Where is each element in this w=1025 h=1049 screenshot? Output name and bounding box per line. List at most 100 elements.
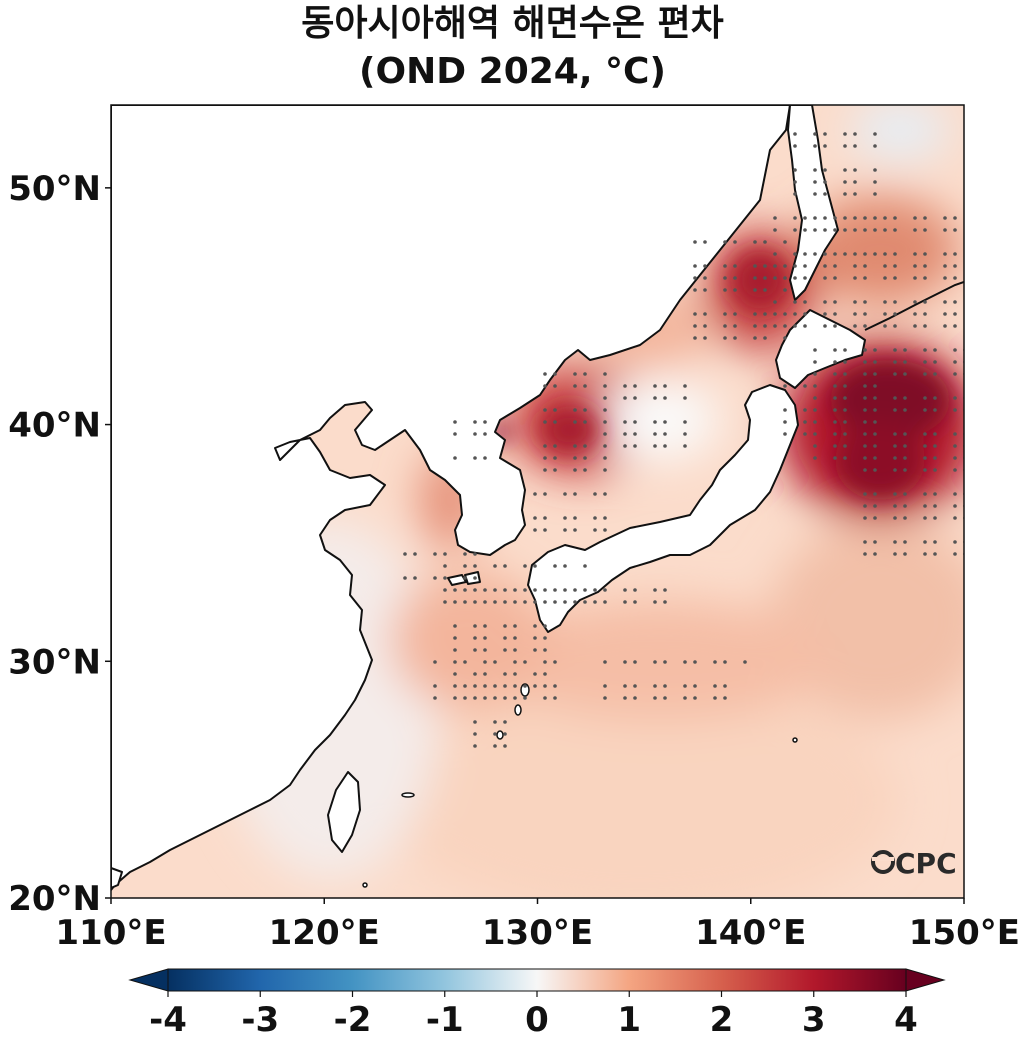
stipple-dot bbox=[933, 516, 937, 520]
stipple-dot bbox=[473, 576, 477, 580]
stipple-dot bbox=[503, 588, 507, 592]
sst-anomaly-field: CPC bbox=[111, 105, 964, 898]
stipple-dot bbox=[803, 384, 807, 388]
stipple-dot bbox=[893, 432, 897, 436]
stipple-dot bbox=[953, 516, 957, 520]
stipple-dot bbox=[813, 456, 817, 460]
longitude-ticks: 110°E 120°E 130°E 140°E 150°E bbox=[55, 898, 1020, 953]
stipple-dot bbox=[533, 528, 537, 532]
stipple-dot bbox=[623, 396, 627, 400]
stipple-dot bbox=[923, 444, 927, 448]
stipple-dot bbox=[873, 228, 877, 232]
stipple-dot bbox=[453, 624, 457, 628]
stipple-dot bbox=[543, 444, 547, 448]
stipple-dot bbox=[413, 576, 417, 580]
stipple-dot bbox=[873, 168, 877, 172]
stipple-dot bbox=[903, 372, 907, 376]
stipple-dot bbox=[683, 696, 687, 700]
stipple-dot bbox=[733, 312, 737, 316]
stipple-dot bbox=[823, 300, 827, 304]
stipple-dot bbox=[943, 252, 947, 256]
stipple-dot bbox=[893, 228, 897, 232]
stipple-dot bbox=[733, 324, 737, 328]
stipple-dot bbox=[933, 552, 937, 556]
stipple-dot bbox=[513, 624, 517, 628]
stipple-dot bbox=[893, 396, 897, 400]
stipple-dot bbox=[573, 588, 577, 592]
stipple-dot bbox=[583, 600, 587, 604]
stipple-dot bbox=[953, 300, 957, 304]
stipple-dot bbox=[863, 372, 867, 376]
stipple-dot bbox=[723, 276, 727, 280]
stipple-dot bbox=[953, 432, 957, 436]
stipple-dot bbox=[693, 324, 697, 328]
stipple-dot bbox=[873, 348, 877, 352]
stipple-dot bbox=[493, 600, 497, 604]
stipple-dot bbox=[813, 216, 817, 220]
stipple-dot bbox=[873, 540, 877, 544]
stipple-dot bbox=[863, 456, 867, 460]
stipple-dot bbox=[763, 276, 767, 280]
stipple-dot bbox=[663, 444, 667, 448]
stipple-dot bbox=[873, 408, 877, 412]
stipple-dot bbox=[893, 468, 897, 472]
stipple-dot bbox=[853, 180, 857, 184]
stipple-dot bbox=[483, 420, 487, 424]
stipple-dot bbox=[713, 684, 717, 688]
stipple-dot bbox=[863, 216, 867, 220]
stipple-dot bbox=[953, 540, 957, 544]
stipple-dot bbox=[953, 348, 957, 352]
stipple-dot bbox=[873, 456, 877, 460]
stipple-dot bbox=[503, 636, 507, 640]
stipple-dot bbox=[573, 384, 577, 388]
stipple-dot bbox=[433, 684, 437, 688]
lat-tick-label: 50°N bbox=[8, 169, 101, 209]
stipple-dot bbox=[573, 492, 577, 496]
stipple-dot bbox=[733, 264, 737, 268]
stipple-dot bbox=[723, 324, 727, 328]
stipple-dot bbox=[873, 360, 877, 364]
lon-tick-label: 140°E bbox=[695, 913, 806, 953]
stipple-dot bbox=[923, 300, 927, 304]
stipple-dot bbox=[463, 696, 467, 700]
stipple-dot bbox=[923, 396, 927, 400]
stipple-dot bbox=[443, 576, 447, 580]
map-subtitle: (OND 2024, °C) bbox=[359, 51, 666, 92]
stipple-dot bbox=[873, 432, 877, 436]
stipple-dot bbox=[823, 324, 827, 328]
stipple-dot bbox=[483, 432, 487, 436]
stipple-dot bbox=[683, 444, 687, 448]
stipple-dot bbox=[663, 696, 667, 700]
stipple-dot bbox=[693, 276, 697, 280]
stipple-dot bbox=[863, 324, 867, 328]
stipple-dot bbox=[923, 360, 927, 364]
stipple-dot bbox=[593, 600, 597, 604]
stipple-dot bbox=[633, 420, 637, 424]
stipple-dot bbox=[433, 576, 437, 580]
stipple-dot bbox=[473, 600, 477, 604]
stipple-dot bbox=[603, 372, 607, 376]
stipple-dot bbox=[933, 456, 937, 460]
stipple-dot bbox=[543, 516, 547, 520]
stipple-dot bbox=[603, 444, 607, 448]
ryukyu-islands bbox=[362, 683, 798, 888]
stipple-dot bbox=[473, 636, 477, 640]
stipple-dot bbox=[473, 684, 477, 688]
stipple-dot bbox=[583, 372, 587, 376]
stipple-dot bbox=[833, 432, 837, 436]
stipple-dot bbox=[723, 684, 727, 688]
stipple-dot bbox=[923, 492, 927, 496]
stipple-dot bbox=[923, 540, 927, 544]
map-title: 동아시아해역 해면수온 편차 bbox=[301, 3, 724, 44]
stipple-dot bbox=[893, 264, 897, 268]
stipple-dot bbox=[853, 228, 857, 232]
stipple-dot bbox=[933, 396, 937, 400]
stipple-dot bbox=[483, 696, 487, 700]
stipple-dot bbox=[813, 228, 817, 232]
stipple-dot bbox=[623, 588, 627, 592]
stipple-dot bbox=[813, 420, 817, 424]
stipple-dot bbox=[913, 252, 917, 256]
stipple-dot bbox=[573, 528, 577, 532]
stipple-dot bbox=[873, 552, 877, 556]
stipple-dot bbox=[853, 192, 857, 196]
